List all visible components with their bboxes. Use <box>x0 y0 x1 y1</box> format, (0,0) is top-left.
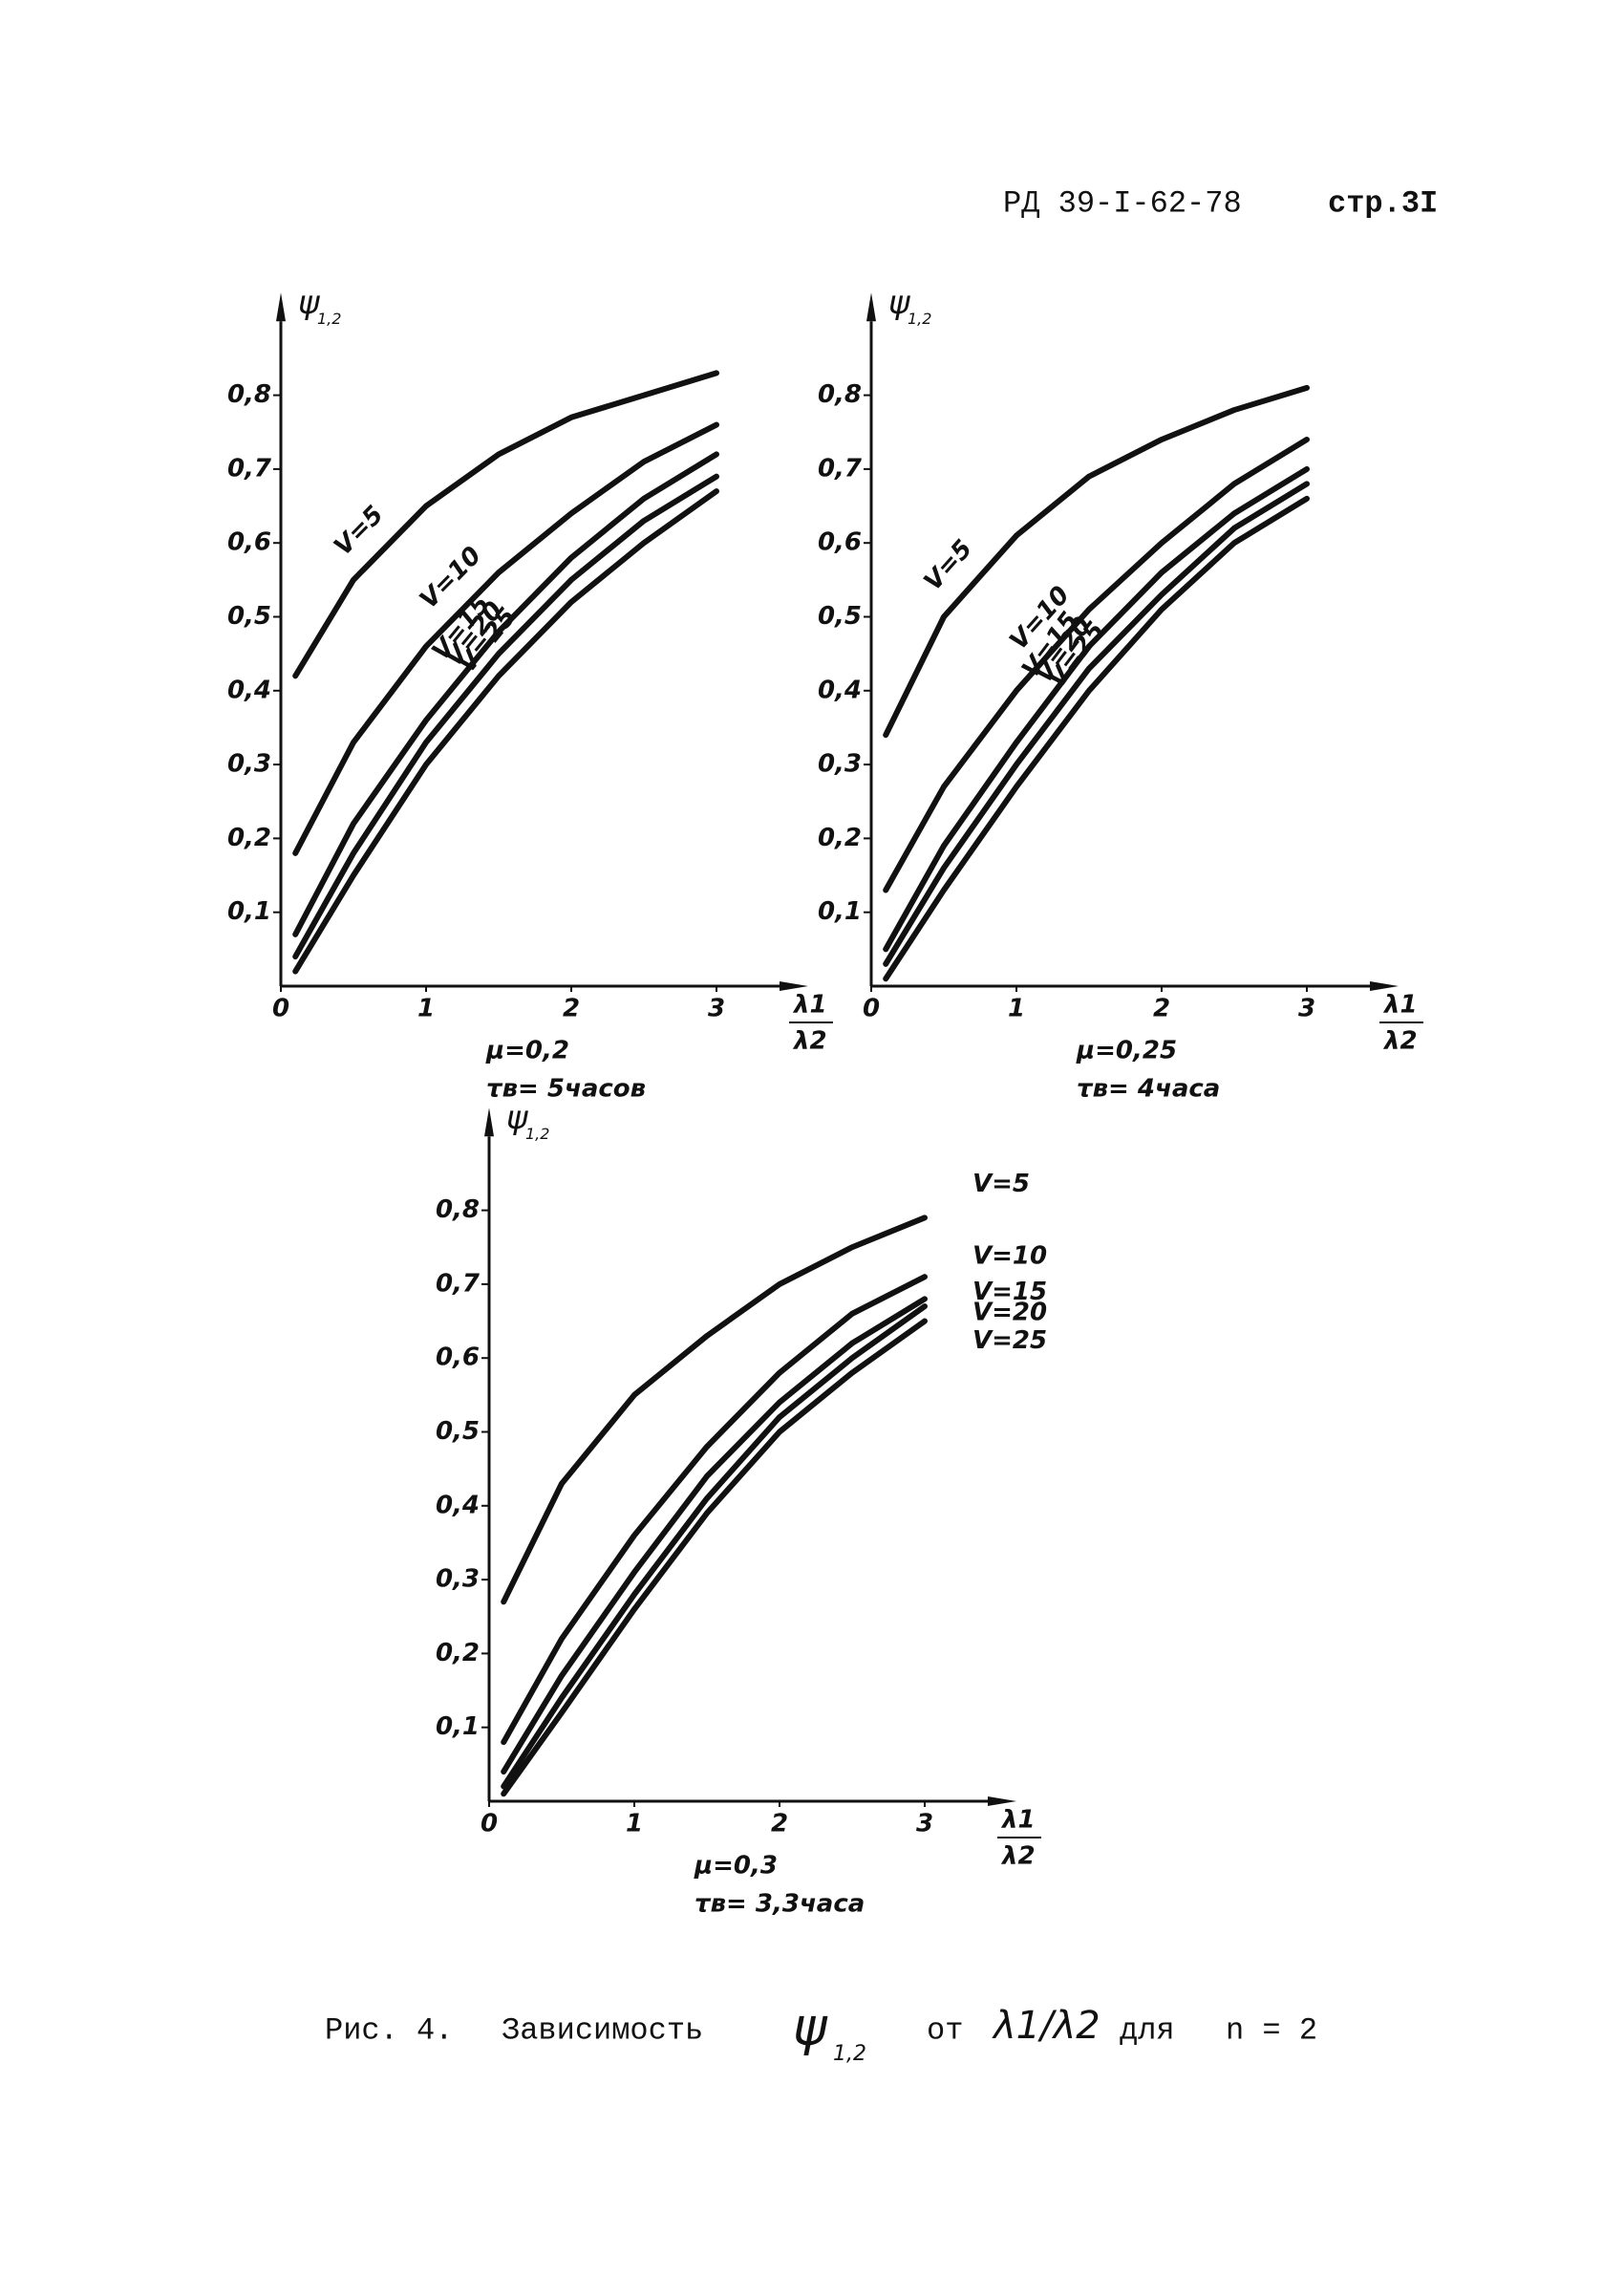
x-tick-label: 0 <box>863 995 880 1023</box>
series-label: V=15 <box>972 1278 1047 1306</box>
chart: ψ1,2 λ1 λ2 0 1 2 3 0,1 0,2 0,3 0,4 0,5 0,6 0,7 0,8 μ=0,… <box>436 1099 1047 1919</box>
data-line <box>501 1215 928 1605</box>
chart: ψ1,2 λ1 λ2 0 1 2 3 0,1 0,2 0,3 0,4 0,5 0,6 0,7 0,8 μ=0,… <box>818 284 1423 1104</box>
page-number: стр.3I <box>1328 185 1438 221</box>
y-axis-label: ψ <box>888 284 910 322</box>
x-axis-label-den: λ2 <box>1000 1842 1036 1871</box>
chart-subtitle: μ=0,25 <box>1076 1037 1177 1065</box>
data-line <box>292 421 719 856</box>
x-tick-label: 2 <box>771 1810 788 1838</box>
data-line <box>883 465 1310 953</box>
series-label: V=25 <box>972 1326 1047 1355</box>
caption-from: от <box>927 2012 963 2048</box>
data-line <box>883 495 1310 982</box>
caption-label: Рис. 4. <box>325 2012 453 2048</box>
y-tick-label: 0,8 <box>436 1195 480 1224</box>
y-tick-label: 0,4 <box>436 1491 480 1519</box>
y-tick-label: 0,6 <box>227 528 271 557</box>
data-line <box>501 1303 928 1790</box>
x-axis-arrow <box>1370 981 1399 991</box>
data-line <box>292 473 719 960</box>
chart-subtitle: μ=0,3 <box>694 1852 778 1881</box>
y-axis-arrow <box>866 292 876 322</box>
y-tick-label: 0,5 <box>436 1417 480 1446</box>
x-tick-label: 1 <box>417 995 435 1023</box>
y-tick-label: 0,7 <box>818 454 863 483</box>
x-tick-label: 3 <box>916 1810 933 1838</box>
y-tick-label: 0,3 <box>227 750 271 779</box>
y-axis-label-sub: 1,2 <box>525 1125 549 1143</box>
data-line <box>883 481 1310 967</box>
y-axis-label: ψ <box>506 1099 528 1137</box>
y-tick-label: 0,7 <box>227 454 272 483</box>
data-line <box>292 488 719 975</box>
x-tick-label: 2 <box>563 995 580 1023</box>
y-tick-label: 0,2 <box>436 1639 480 1667</box>
y-tick-label: 0,2 <box>227 824 271 852</box>
series-label: V=20 <box>972 1299 1047 1327</box>
y-tick-label: 0,3 <box>436 1565 480 1594</box>
chart-subtitle: τв= 4часа <box>1077 1075 1220 1104</box>
chart-subtitle: τв= 5часов <box>486 1075 646 1104</box>
y-tick-label: 0,4 <box>227 676 271 704</box>
caption-ratio: λ1/λ2 <box>992 2004 1100 2048</box>
x-tick-label: 1 <box>1008 995 1025 1023</box>
y-tick-label: 0,5 <box>818 602 862 631</box>
y-tick-label: 0,4 <box>818 676 862 704</box>
data-line <box>883 384 1310 739</box>
data-line <box>501 1274 928 1746</box>
x-axis-label-den: λ2 <box>792 1027 827 1056</box>
y-tick-label: 0,3 <box>818 750 862 779</box>
y-axis-label: ψ <box>298 284 320 322</box>
series-label: V=5 <box>972 1170 1030 1198</box>
caption-symbol: ψ <box>793 1997 828 2057</box>
x-tick-label: 3 <box>708 995 725 1023</box>
y-tick-label: 0,1 <box>436 1712 480 1741</box>
data-line <box>501 1318 928 1797</box>
y-axis-label-sub: 1,2 <box>908 310 931 328</box>
data-line <box>883 436 1310 893</box>
figure-caption: Рис. 4. Зависимость ψ 1,2 от λ1/λ2 для n… <box>325 1997 1317 2066</box>
caption-param: n = 2 <box>1226 2012 1317 2048</box>
y-axis-arrow <box>484 1107 494 1137</box>
caption-for: для <box>1120 2012 1175 2048</box>
x-tick-label: 0 <box>272 995 289 1023</box>
y-tick-label: 0,7 <box>436 1269 481 1298</box>
y-tick-label: 0,2 <box>818 824 862 852</box>
x-axis-arrow <box>780 981 808 991</box>
data-line <box>501 1296 928 1775</box>
x-axis-label-num: λ1 <box>1000 1806 1036 1835</box>
caption-symbol-sub: 1,2 <box>833 2042 866 2066</box>
y-axis-label-sub: 1,2 <box>317 310 341 328</box>
caption-text: Зависимость <box>502 2012 703 2048</box>
x-tick-label: 1 <box>626 1810 643 1838</box>
y-tick-label: 0,6 <box>818 528 862 557</box>
x-axis-arrow <box>988 1796 1016 1806</box>
data-line <box>292 370 719 679</box>
x-tick-label: 3 <box>1298 995 1315 1023</box>
y-tick-label: 0,6 <box>436 1344 480 1372</box>
y-tick-label: 0,5 <box>227 602 271 631</box>
x-axis-label-num: λ1 <box>792 991 827 1020</box>
chart: ψ1,2 λ1 λ2 0 1 2 3 0,1 0,2 0,3 0,4 0,5 0,6 0,7 0,8 μ=0,… <box>227 284 833 1104</box>
x-axis-label-num: λ1 <box>1382 991 1418 1020</box>
x-axis-label-den: λ2 <box>1382 1027 1418 1056</box>
y-tick-label: 0,8 <box>818 380 862 409</box>
doc-number: РД 39-I-62-78 <box>1003 185 1242 221</box>
chart-subtitle: τв= 3,3часа <box>694 1890 865 1919</box>
x-tick-label: 2 <box>1153 995 1170 1023</box>
y-tick-label: 0,1 <box>227 897 271 926</box>
chart-subtitle: μ=0,2 <box>485 1037 569 1065</box>
series-label: V=10 <box>972 1242 1047 1271</box>
y-axis-arrow <box>276 292 286 322</box>
data-line <box>292 451 719 937</box>
y-tick-label: 0,8 <box>227 380 271 409</box>
x-tick-label: 0 <box>481 1810 498 1838</box>
y-tick-label: 0,1 <box>818 897 862 926</box>
